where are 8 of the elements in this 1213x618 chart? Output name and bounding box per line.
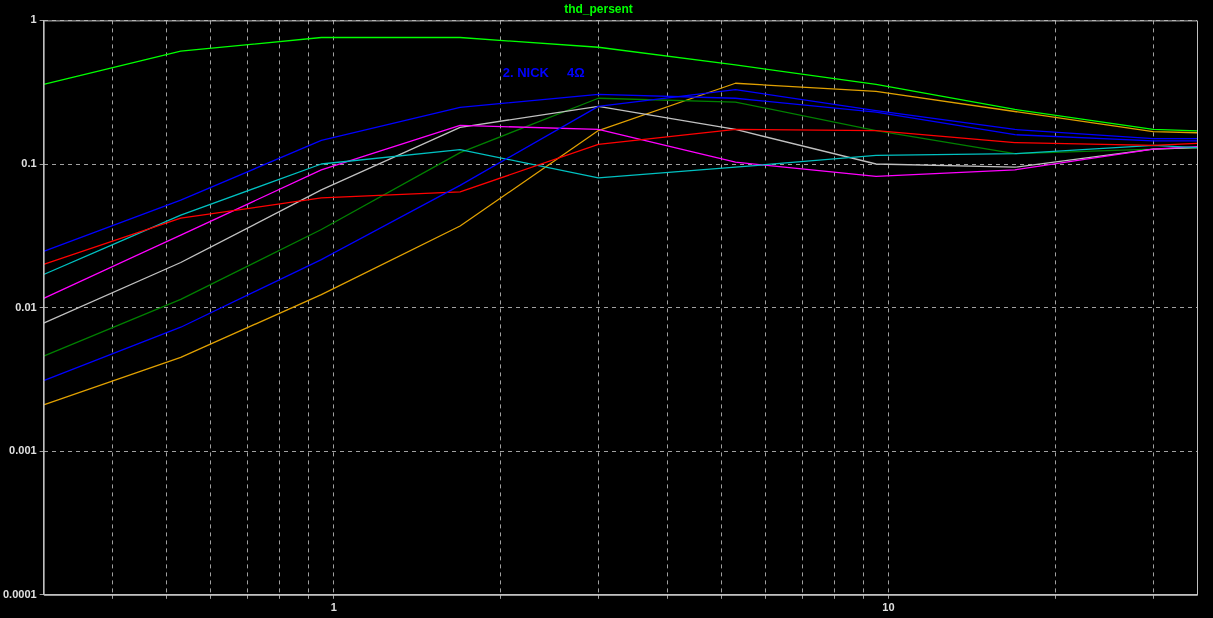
y-tick-label: 0.0001 bbox=[2, 587, 37, 600]
y-tick-label: 0.01 bbox=[15, 300, 37, 313]
y-tick-label: 1 bbox=[30, 13, 37, 26]
annotation: 2. NICK 4Ω bbox=[502, 64, 585, 80]
chart-title: thd_persent bbox=[564, 1, 633, 16]
x-tick-label: 10 bbox=[882, 601, 895, 614]
y-tick-label: 0.001 bbox=[9, 444, 37, 457]
y-tick-label: 0.1 bbox=[21, 157, 37, 170]
